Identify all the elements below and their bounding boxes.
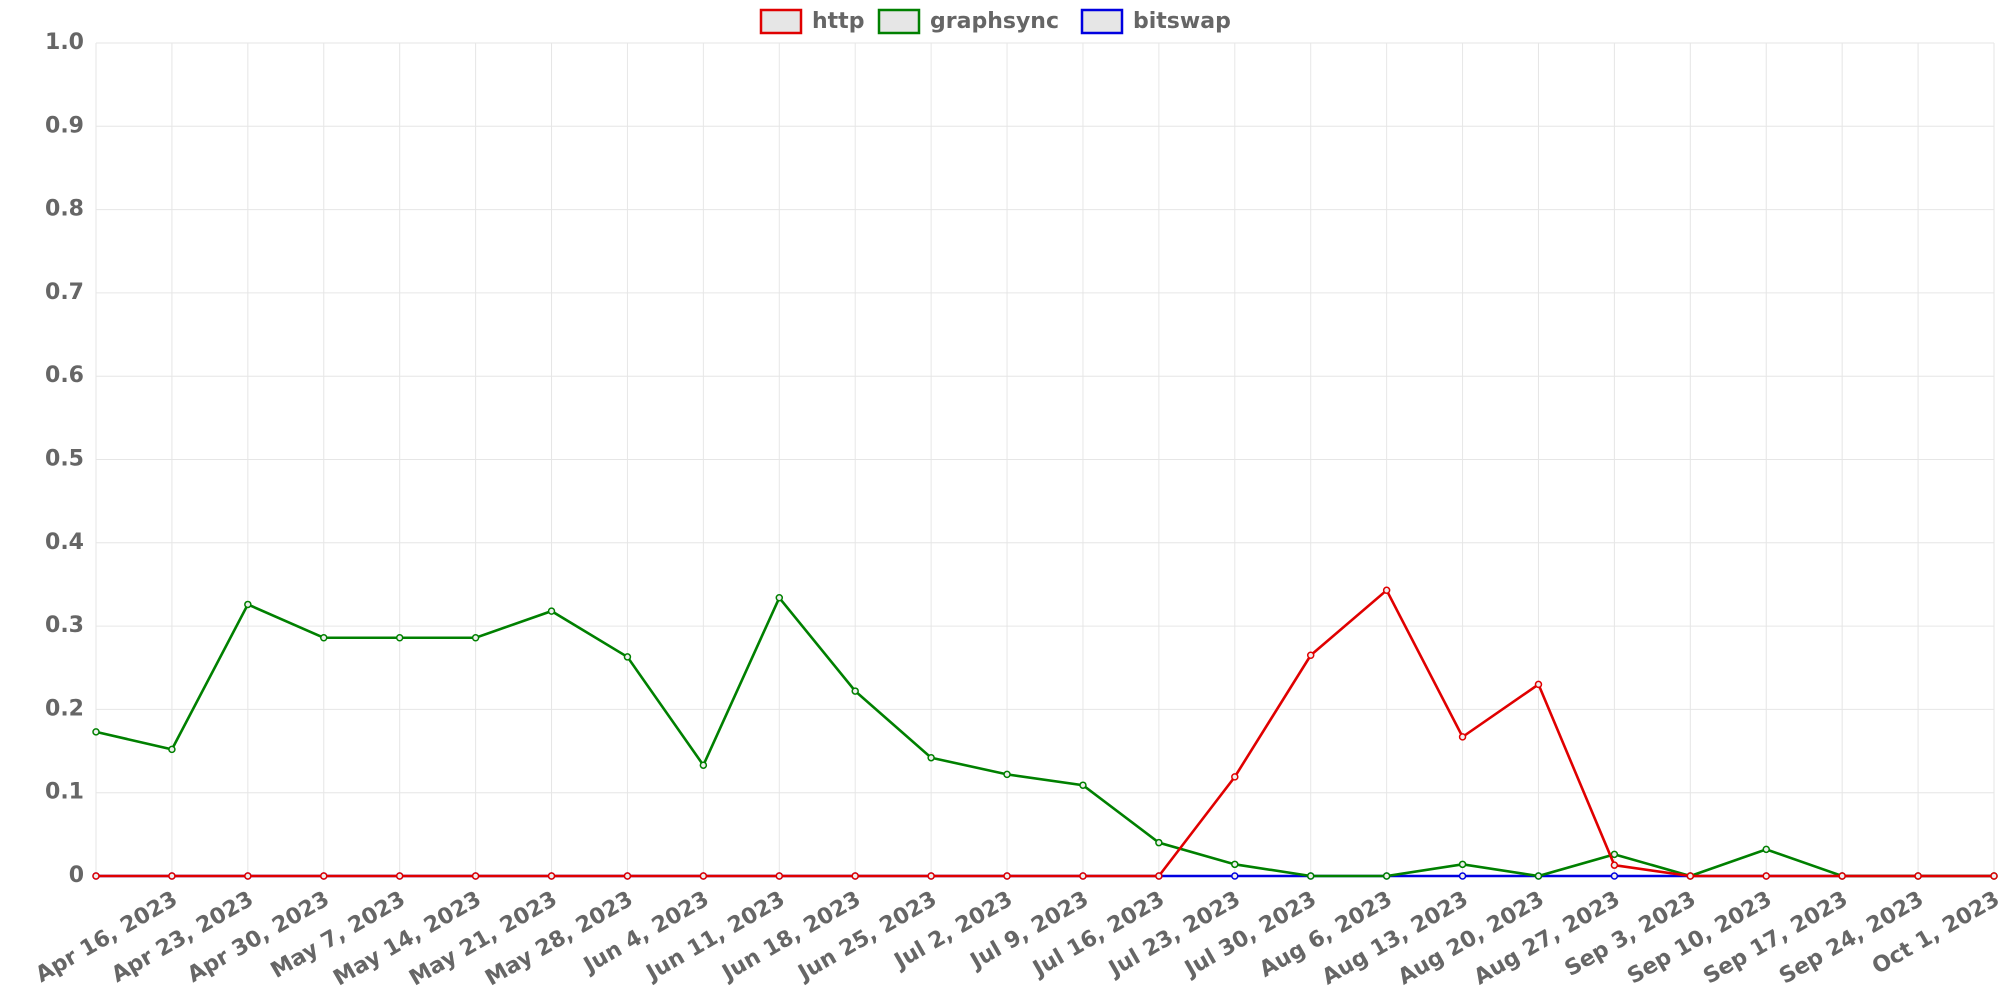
y-tick-label: 0.5 — [45, 447, 84, 472]
data-point — [1534, 680, 1543, 689]
data-point — [1686, 872, 1695, 880]
x-tick-label: Oct 1, 2023 — [1868, 887, 2000, 980]
data-point — [699, 761, 708, 769]
data-point — [623, 653, 632, 661]
data-point — [244, 872, 252, 880]
data-point — [1838, 872, 1846, 880]
data-point — [1382, 872, 1391, 880]
data-point — [851, 687, 859, 695]
data-point — [395, 872, 404, 880]
data-point — [1079, 781, 1087, 789]
data-point — [927, 872, 935, 880]
data-point — [395, 634, 404, 642]
data-point — [1762, 872, 1770, 880]
data-point — [1155, 872, 1163, 880]
y-tick-label: 0.3 — [45, 613, 84, 638]
y-tick-label: 0.1 — [45, 780, 84, 805]
legend-swatch — [759, 8, 803, 35]
data-point — [244, 600, 252, 609]
series-line — [96, 588, 1994, 878]
data-point — [1079, 872, 1087, 880]
data-point — [775, 594, 784, 602]
data-point — [168, 745, 176, 754]
data-point — [1458, 872, 1467, 880]
data-point — [1155, 838, 1163, 847]
y-tick-label: 0.8 — [45, 197, 84, 222]
legend-label: graphsync — [930, 9, 1059, 34]
data-point — [1610, 850, 1619, 859]
data-point — [320, 872, 328, 880]
data-point — [1231, 773, 1239, 781]
legend-swatch — [1080, 8, 1124, 35]
data-point — [1231, 860, 1239, 869]
series-line — [95, 595, 1994, 878]
data-point — [1306, 651, 1315, 660]
data-point — [1382, 586, 1391, 595]
data-point — [92, 728, 100, 736]
data-point — [471, 634, 480, 642]
data-point — [775, 872, 784, 880]
y-tick-label: 0.9 — [45, 113, 84, 138]
legend-label: bitswap — [1133, 9, 1231, 34]
data-point — [1610, 872, 1619, 880]
y-tick-label: 0.2 — [45, 696, 84, 721]
data-point — [547, 872, 556, 880]
data-point — [1990, 872, 1998, 880]
data-point — [1914, 872, 1922, 880]
data-point — [471, 872, 480, 880]
y-tick-label: 0.4 — [45, 530, 84, 555]
data-point — [1306, 872, 1315, 880]
data-point — [851, 872, 859, 880]
data-point — [168, 872, 176, 880]
data-point — [1003, 872, 1011, 880]
data-point — [927, 753, 935, 762]
data-point — [1003, 770, 1011, 779]
data-point — [623, 872, 632, 880]
y-tick-label: 0 — [69, 863, 84, 888]
data-point — [1458, 733, 1467, 741]
legend-swatch — [877, 8, 921, 35]
y-tick-label: 0.7 — [45, 280, 84, 305]
data-point — [1231, 872, 1239, 880]
legend-label: http — [812, 9, 864, 34]
data-point — [320, 634, 328, 642]
y-tick-label: 1.0 — [45, 30, 84, 55]
data-point — [1458, 860, 1467, 869]
data-point — [92, 872, 100, 880]
data-point — [1534, 872, 1543, 880]
data-point — [1762, 845, 1770, 854]
data-point — [547, 607, 556, 615]
y-tick-label: 0.6 — [45, 363, 84, 388]
data-point — [699, 872, 708, 880]
data-point — [1610, 861, 1619, 869]
